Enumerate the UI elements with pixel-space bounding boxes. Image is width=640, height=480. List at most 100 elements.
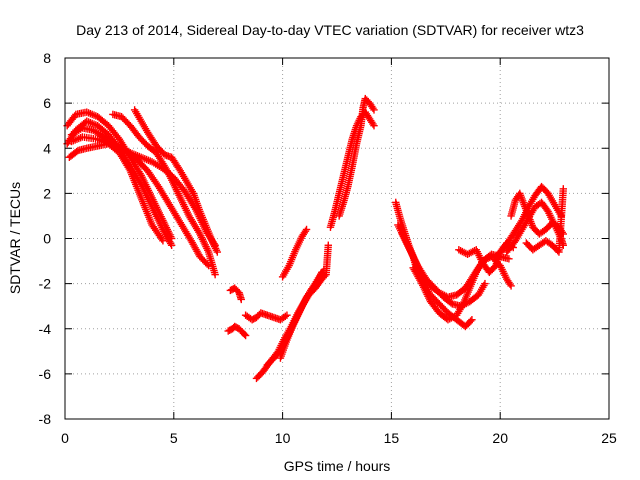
data-point (187, 237, 195, 245)
data-point (93, 112, 102, 121)
data-point (154, 182, 163, 191)
data-point (231, 322, 239, 331)
data-point (126, 149, 134, 157)
data-point (311, 279, 319, 288)
data-point (204, 248, 213, 256)
data-point (189, 189, 198, 198)
data-point (202, 223, 211, 231)
data-point (126, 167, 134, 175)
data-point (535, 241, 544, 249)
data-point (161, 151, 169, 159)
data-point (302, 293, 311, 301)
data-point (67, 137, 76, 146)
data-point (289, 320, 298, 328)
data-point (209, 239, 217, 247)
data-point (492, 261, 500, 270)
data-point (196, 230, 204, 238)
data-point (370, 121, 378, 130)
data-point (531, 191, 539, 200)
data-point (398, 230, 406, 238)
data-point (298, 232, 306, 240)
series-track-15 (326, 108, 378, 231)
data-point (83, 117, 91, 125)
series-track-3 (65, 140, 167, 245)
data-point (435, 300, 443, 308)
data-point (352, 140, 361, 148)
data-point (507, 212, 515, 220)
data-point (93, 135, 102, 143)
data-point (115, 135, 124, 143)
grid (65, 58, 609, 419)
x-tick-label: 10 (275, 430, 291, 446)
data-point (466, 297, 474, 306)
data-point (235, 325, 243, 333)
data-point (135, 133, 143, 141)
data-point (542, 237, 550, 245)
data-point (474, 291, 483, 299)
y-tick-label: -4 (39, 321, 52, 337)
x-tick-label: 20 (492, 430, 508, 446)
data-point (165, 200, 174, 209)
data-point (137, 117, 145, 125)
y-tick-label: 6 (43, 95, 51, 111)
data-point (444, 293, 452, 301)
data-point (231, 284, 239, 292)
data-point (537, 182, 546, 191)
data-point (361, 94, 369, 103)
data-point (283, 336, 291, 344)
data-point (485, 268, 494, 277)
data-point (143, 167, 152, 175)
data-point (461, 322, 470, 331)
data-point (394, 221, 402, 229)
data-point (83, 108, 91, 116)
data-point (344, 153, 352, 161)
data-point (544, 189, 552, 198)
series-track-8 (224, 322, 250, 340)
series-track-12 (263, 241, 332, 369)
series-track-6 (109, 110, 219, 279)
x-tick-label: 0 (61, 430, 69, 446)
data-point (507, 282, 515, 290)
data-point (213, 248, 222, 256)
data-point (176, 219, 185, 227)
data-point (537, 198, 546, 207)
data-point (459, 300, 467, 308)
data-point (167, 241, 176, 249)
data-point (263, 361, 272, 369)
data-point (143, 142, 152, 150)
data-point (296, 307, 304, 315)
data-point (318, 268, 326, 277)
data-point (104, 140, 113, 148)
data-point (226, 286, 235, 295)
data-point (159, 237, 167, 245)
data-point (472, 246, 480, 254)
data-point (115, 144, 124, 152)
data-point (359, 103, 367, 112)
data-point (555, 248, 563, 256)
data-point (503, 248, 511, 256)
data-point (326, 223, 335, 231)
data-point (548, 241, 557, 249)
data-point (259, 367, 267, 376)
data-point (405, 243, 413, 252)
data-point (291, 246, 300, 254)
data-point (126, 121, 134, 130)
data-point (152, 149, 161, 157)
data-point (176, 167, 185, 175)
x-axis-label: GPS time / hours (284, 458, 391, 474)
data-point (89, 126, 97, 134)
data-point (93, 121, 102, 130)
series-track-14 (276, 268, 326, 362)
data-point (396, 214, 404, 222)
data-point (466, 284, 474, 292)
data-point (211, 270, 219, 279)
data-point (559, 185, 568, 193)
data-point (324, 241, 332, 249)
data-point (500, 243, 509, 252)
data-point (67, 131, 76, 139)
series-track-16 (335, 94, 378, 220)
data-point (270, 313, 278, 322)
data-point (455, 246, 463, 254)
data-point (463, 250, 472, 258)
x-tick-label: 15 (384, 430, 400, 446)
